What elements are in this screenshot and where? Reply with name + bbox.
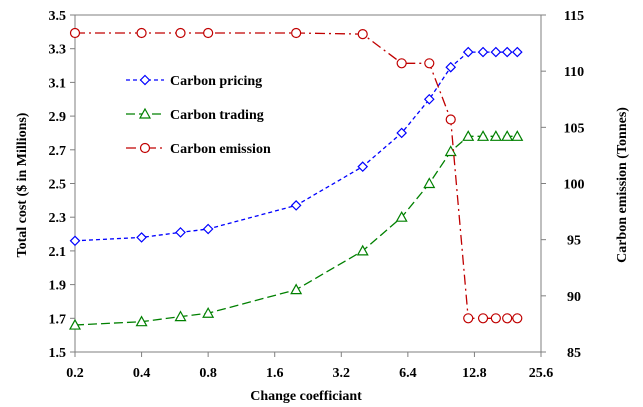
legend-item: Carbon trading	[126, 107, 264, 123]
data-point	[423, 177, 436, 189]
series-layer	[68, 27, 524, 330]
x-tick-label: 0.2	[66, 366, 84, 381]
data-point	[357, 161, 369, 172]
x-tick-label: 0.8	[199, 366, 217, 381]
y-right-axis: 85 90 95 100 105 110 115	[541, 9, 585, 361]
data-point	[512, 313, 523, 324]
y-left-tick-label: 3.5	[49, 9, 67, 24]
y-right-tick-label: 90	[567, 290, 581, 305]
x-tick-label: 0.4	[133, 366, 151, 381]
legend-label: Carbon pricing	[170, 74, 262, 89]
data-point	[202, 307, 215, 318]
data-point	[477, 130, 490, 141]
data-point	[501, 46, 513, 58]
legend-marker	[139, 142, 151, 154]
data-point	[290, 283, 303, 295]
data-point	[396, 58, 407, 69]
legend: Carbon pricing Carbon trading Carbon emiss…	[126, 74, 271, 157]
data-point	[463, 313, 474, 324]
x-tick-label: 25.6	[529, 366, 554, 381]
y-left-tick-label: 2.5	[49, 178, 67, 193]
data-point	[477, 46, 489, 58]
y-left-tick-label: 1.7	[49, 312, 67, 327]
y-left-axis-label: Total cost ($ in Millions)	[15, 112, 30, 257]
data-point	[174, 310, 187, 322]
y-left-tick-label: 3.1	[49, 76, 67, 91]
data-point	[357, 28, 368, 40]
data-point	[291, 27, 302, 39]
data-point	[477, 313, 489, 324]
data-point	[502, 313, 513, 324]
data-point	[490, 313, 501, 324]
data-point	[423, 93, 435, 105]
data-point	[395, 210, 408, 222]
y-left-tick-label: 2.7	[49, 144, 67, 159]
data-point	[511, 46, 523, 58]
data-point	[203, 27, 214, 39]
data-point	[356, 244, 369, 256]
y-right-tick-label: 105	[564, 121, 585, 136]
data-point	[290, 200, 302, 211]
data-point	[501, 130, 514, 141]
legend-marker	[139, 74, 151, 86]
legend-marker	[138, 107, 152, 119]
data-point	[68, 318, 82, 330]
data-point	[136, 232, 147, 243]
y-left-tick-label: 2.1	[49, 245, 67, 260]
y-right-tick-label: 95	[567, 234, 581, 249]
legend-label: Carbon trading	[170, 108, 264, 123]
x-tick-label: 6.4	[399, 366, 417, 381]
y-right-tick-label: 115	[564, 9, 584, 24]
legend-item: Carbon pricing	[126, 74, 262, 89]
y-left-tick-label: 2.9	[49, 110, 67, 125]
data-point	[202, 223, 214, 235]
data-point	[445, 114, 456, 125]
series-carbon-emission	[69, 27, 523, 324]
data-point	[445, 61, 457, 73]
plot-area	[74, 14, 542, 353]
x-axis-label: Change coefficiant	[250, 389, 362, 404]
y-right-tick-label: 110	[564, 65, 584, 80]
y-left-tick-label: 2.3	[49, 211, 67, 226]
x-tick-label: 3.2	[333, 366, 351, 381]
data-point	[511, 130, 524, 141]
data-point	[135, 315, 148, 327]
data-point	[444, 145, 457, 157]
series-carbon-trading	[68, 130, 524, 330]
data-point	[424, 58, 435, 69]
data-point	[396, 127, 408, 139]
x-axis: 0.2 0.4 0.8 1.6 3.2 6.4 12.8 25.6	[66, 352, 553, 381]
legend-item: Carbon emission	[126, 142, 271, 157]
plot-border	[74, 14, 542, 353]
data-point	[489, 130, 502, 141]
y-left-tick-label: 1.9	[49, 279, 67, 294]
legend-label: Carbon emission	[170, 142, 271, 157]
data-point	[462, 46, 474, 58]
data-point	[462, 130, 475, 141]
data-point	[136, 27, 147, 39]
data-point	[69, 235, 81, 247]
data-point	[175, 227, 186, 238]
series-line	[75, 32, 518, 319]
y-right-tick-label: 100	[564, 178, 585, 193]
x-tick-label: 1.6	[266, 366, 284, 381]
data-point	[490, 46, 502, 58]
data-point	[175, 27, 186, 39]
y-right-tick-label: 85	[567, 346, 581, 361]
y-left-tick-label: 3.3	[49, 43, 67, 58]
x-tick-label: 12.8	[462, 366, 487, 381]
series-line	[74, 135, 518, 326]
data-point	[69, 27, 81, 39]
y-left-axis: 1.5 1.7 1.9 2.1 2.3 2.5 2.7 2.9 3.1 3.3 3.5	[49, 9, 75, 361]
y-right-axis-label: Carbon emission (Tonnes)	[615, 107, 630, 263]
y-left-tick-label: 1.5	[49, 346, 67, 361]
series-carbon-pricing	[69, 46, 523, 247]
